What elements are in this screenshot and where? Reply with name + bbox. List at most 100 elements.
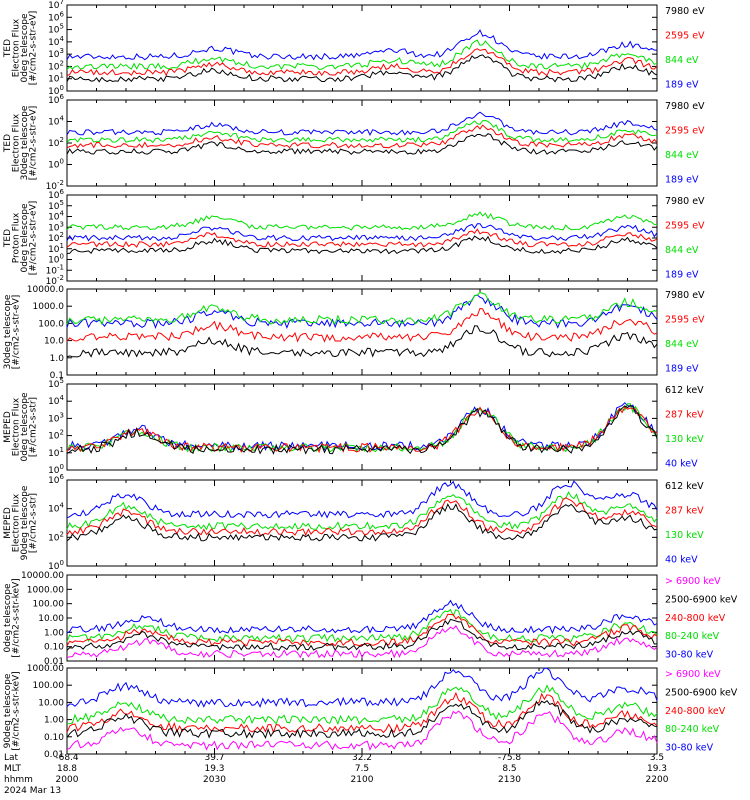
legend-entry: 40 keV	[665, 555, 698, 566]
date-label: 2024 Mar 13	[4, 786, 61, 796]
legend-entry: 844 eV	[665, 245, 699, 256]
series-line-2595-ev	[66, 48, 658, 77]
y-axis-label: 90deg telescope	[3, 673, 13, 748]
y-tick-label: 100.00	[33, 681, 65, 691]
y-axis-label: [#/cm2-s-str]	[29, 397, 39, 457]
legend-entry: 844 eV	[665, 339, 699, 350]
y-axis-label: TED	[3, 229, 13, 248]
y-tick-label: 103	[48, 411, 64, 424]
xrow-label-mlt: MLT	[4, 764, 22, 774]
series-line-2500-6900-kev	[66, 618, 658, 652]
y-axis-label: TED	[3, 134, 13, 153]
y-tick-label: 1000.00	[27, 664, 64, 674]
y-axis-label: 0deg telescope	[3, 583, 13, 653]
y-tick-label: 0.10	[44, 733, 64, 743]
y-tick-label: 104	[48, 210, 64, 223]
x-axis-value-lat: -68.4	[55, 753, 79, 763]
series-line-844-ev	[66, 211, 658, 231]
series-line-2595-ev	[66, 124, 658, 149]
y-tick-label: 10000.00	[21, 571, 64, 581]
series-line-30-80-kev	[66, 599, 658, 635]
x-axis-value-mlt: 19.3	[647, 764, 667, 774]
legend-entry: 612 keV	[665, 385, 704, 396]
y-axis-label: MEPED	[3, 411, 13, 443]
series-line-844-ev	[66, 39, 658, 71]
y-tick-label: 102	[48, 231, 64, 244]
y-tick-label: 100	[48, 559, 64, 572]
x-axis-value-lat: -75.8	[498, 753, 522, 763]
panel-frame	[66, 288, 658, 376]
series-line-189-ev	[66, 223, 658, 242]
series-line-189-ev	[66, 29, 658, 61]
y-axis-label: [#/cm2-s-str-keV]	[12, 578, 22, 657]
y-tick-label: 103	[48, 47, 64, 60]
series-line-844-ev	[66, 119, 658, 144]
panel-frame	[66, 383, 658, 471]
y-tick-label: 104	[48, 502, 64, 515]
y-tick-label: 104	[48, 35, 64, 48]
series-line--6900-kev	[66, 625, 658, 659]
legend-entry: 7980 eV	[665, 6, 705, 17]
legend-entry: 7980 eV	[665, 290, 705, 301]
y-tick-label: 103	[48, 220, 64, 233]
y-axis-label: Proton Flux	[12, 212, 22, 263]
y-tick-label: 107	[48, 0, 64, 11]
y-tick-label: 0.01	[44, 750, 64, 760]
legend-entry: 2500-6900 keV	[665, 594, 738, 605]
y-tick-label: 100.0	[38, 319, 64, 329]
panel-4: 10000.0 1000.0 100.0 10.0 1.0 0.1 30deg telesc…	[3, 285, 705, 381]
y-axis-label: TED	[3, 39, 13, 58]
y-tick-label: 0.10	[44, 643, 64, 653]
y-tick-label: 10.0	[44, 337, 64, 347]
y-tick-label: 101	[48, 242, 64, 255]
y-tick-label: 1000.0	[33, 302, 65, 312]
series-line-287-kev	[66, 497, 658, 537]
y-tick-label: 0.1	[50, 371, 64, 381]
x-axis-value-lat: 32.2	[352, 753, 372, 763]
series-line-7980-ev	[66, 133, 658, 155]
legend-entry: 40 keV	[665, 459, 698, 470]
y-axis-label: [#/cm2-s-str]	[29, 493, 39, 553]
x-axis-value-hhmm: 2130	[498, 775, 521, 785]
y-axis-label: 30deg telescope	[3, 294, 13, 369]
panel-frame	[66, 667, 658, 755]
series-line-189-ev	[66, 111, 658, 137]
x-axis-value-mlt: 7.5	[355, 764, 369, 774]
legend-entry: > 6900 keV	[665, 576, 721, 587]
y-tick-label: 100	[48, 463, 64, 476]
x-axis-value-mlt: 19.3	[204, 764, 224, 774]
legend-entry: 2595 eV	[665, 315, 705, 326]
x-axis-value-hhmm: 2030	[203, 775, 226, 785]
y-axis-label: 0deg telescope	[20, 203, 30, 273]
series-line--6900-kev	[66, 710, 658, 751]
y-tick-label: 100.00	[33, 600, 65, 610]
y-axis-label: [#/cm2-s-str-keV]	[12, 671, 22, 750]
series-line-612-kev	[66, 404, 658, 455]
series-line-80-240-kev	[66, 684, 658, 726]
series-line-240-800-kev	[66, 691, 658, 734]
y-tick-label: 1.0	[50, 354, 65, 364]
y-tick-label: 106	[48, 188, 64, 201]
y-tick-label: 10-2	[46, 274, 64, 287]
y-axis-label: MEPED	[3, 507, 13, 539]
series-line-2500-6900-kev	[66, 699, 658, 739]
series-line-130-kev	[66, 491, 658, 531]
y-axis-label: [#/cm2-s-str-eV]	[12, 295, 22, 370]
legend-entry: 287 keV	[665, 410, 704, 421]
legend-entry: 30-80 keV	[665, 743, 714, 754]
series-line-287-kev	[66, 406, 658, 454]
y-tick-label: 102	[48, 429, 64, 442]
y-tick-label: 102	[48, 530, 64, 543]
y-tick-label: 105	[48, 23, 64, 36]
y-tick-label: 10.00	[38, 698, 64, 708]
y-tick-label: 100	[48, 84, 64, 97]
y-tick-label: 106	[48, 473, 64, 486]
legend-entry: 130 keV	[665, 434, 704, 445]
y-tick-label: 10-1	[46, 263, 64, 276]
y-tick-label: 10.00	[38, 614, 64, 624]
